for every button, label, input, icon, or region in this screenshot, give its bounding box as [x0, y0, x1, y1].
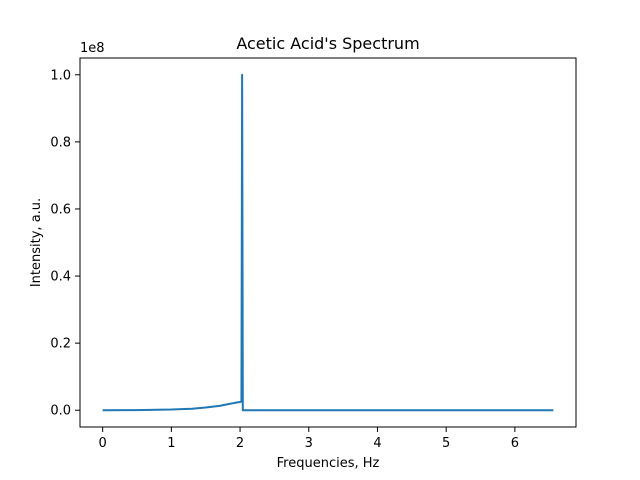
y-axis-label: Intensity, a.u.	[29, 198, 44, 287]
x-tick-label: 4	[373, 436, 381, 451]
y-tick-label: 0.8	[50, 135, 71, 150]
x-tick-label: 3	[305, 436, 313, 451]
y-tick-label: 0.2	[50, 337, 71, 352]
x-axis: 0 1 2 3 4 5 6	[99, 427, 519, 451]
series-line-0	[102, 73, 554, 412]
y-tick-label: 1.0	[50, 68, 71, 83]
x-tick-label: 0	[99, 436, 107, 451]
axes-frame	[79, 57, 577, 428]
chart-title: Acetic Acid's Spectrum	[236, 34, 419, 53]
y-axis: 0.0 0.2 0.4 0.6 0.8 1.0	[50, 68, 80, 419]
x-tick-label: 2	[236, 436, 244, 451]
x-tick-label: 1	[167, 436, 175, 451]
y-offset-label: 1e8	[80, 41, 105, 56]
x-axis-label: Frequencies, Hz	[277, 456, 380, 471]
y-tick-label: 0.0	[50, 404, 71, 419]
x-tick-label: 6	[511, 436, 519, 451]
x-tick-label: 5	[442, 436, 450, 451]
y-tick-label: 0.4	[50, 270, 71, 285]
plot-area	[102, 73, 554, 412]
y-tick-label: 0.6	[50, 202, 71, 217]
